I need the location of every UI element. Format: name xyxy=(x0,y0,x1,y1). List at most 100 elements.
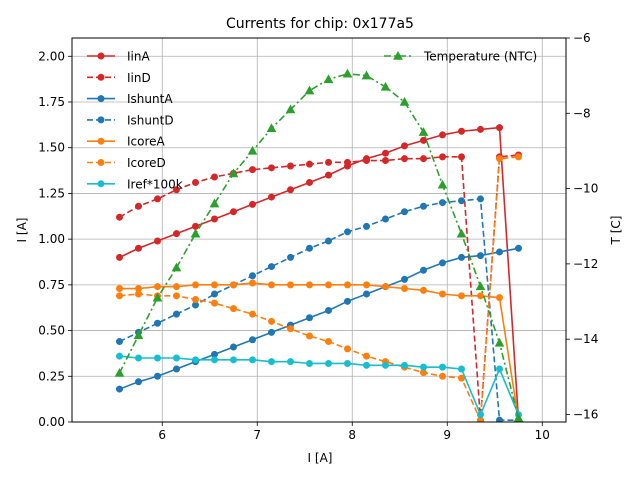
x-tick-label: 8 xyxy=(348,428,356,442)
y-tick-label: 1.25 xyxy=(38,186,65,200)
legend-marker xyxy=(393,50,403,60)
data-point xyxy=(154,283,161,291)
y2-axis-label: T [C] xyxy=(609,216,623,246)
data-point xyxy=(287,358,294,366)
legend-left: IinA IinD IshuntA IshuntD IcoreA IcoreD Iref*1… xyxy=(87,50,183,191)
data-point xyxy=(135,290,142,298)
legend-entry: IinA xyxy=(87,50,150,64)
data-point xyxy=(401,142,408,150)
data-point xyxy=(249,356,256,364)
data-point xyxy=(249,166,256,174)
data-point xyxy=(211,299,218,307)
data-point xyxy=(382,215,389,223)
data-point xyxy=(325,237,332,245)
data-point xyxy=(458,197,465,205)
data-point xyxy=(477,125,484,133)
y-tick-label: 0.25 xyxy=(38,369,65,383)
legend-marker xyxy=(97,52,105,60)
data-point xyxy=(173,365,180,373)
data-point xyxy=(306,359,313,367)
data-point xyxy=(230,305,237,313)
y2-tick-label: −12 xyxy=(573,257,598,271)
data-point xyxy=(249,279,256,287)
data-point xyxy=(249,310,256,318)
legend-label: Iref*100k xyxy=(127,177,183,191)
data-point xyxy=(477,195,484,203)
data-point xyxy=(116,352,123,360)
data-point xyxy=(494,337,505,347)
legend-entry: Iref*100k xyxy=(87,177,183,191)
data-point xyxy=(496,416,503,422)
series-icorea xyxy=(116,279,522,422)
data-point xyxy=(477,292,484,300)
data-point xyxy=(304,85,315,95)
data-point xyxy=(496,294,503,302)
data-point xyxy=(323,74,334,84)
legend-entry: IshuntD xyxy=(87,113,174,127)
series-ishunta xyxy=(116,244,522,393)
legend-entry: IcoreA xyxy=(87,135,166,149)
series-temperature-ntc- xyxy=(114,68,524,422)
series-iind xyxy=(116,151,522,422)
data-point xyxy=(287,253,294,261)
legend-marker xyxy=(97,116,105,124)
y-tick-label: 1.50 xyxy=(38,141,65,155)
data-point xyxy=(135,202,142,210)
data-point xyxy=(154,319,161,327)
legend-marker xyxy=(97,95,105,103)
legend-marker xyxy=(97,180,105,188)
data-point xyxy=(173,292,180,300)
data-point xyxy=(382,157,389,165)
data-point xyxy=(496,124,503,132)
data-point xyxy=(420,136,427,144)
series-line xyxy=(119,355,520,417)
data-point xyxy=(228,168,239,178)
data-point xyxy=(306,281,313,289)
y-tick-label: 1.75 xyxy=(38,95,65,109)
data-point xyxy=(306,244,313,252)
data-point xyxy=(116,213,123,221)
data-point xyxy=(116,253,123,261)
legend-label: IcoreA xyxy=(127,135,166,149)
data-point xyxy=(116,292,123,300)
data-point xyxy=(458,365,465,373)
data-point xyxy=(287,162,294,170)
data-point xyxy=(380,81,391,91)
data-point xyxy=(306,314,313,322)
data-point xyxy=(344,228,351,236)
x-tick-label: 9 xyxy=(443,428,451,442)
data-point xyxy=(399,96,410,106)
legend-label: IshuntA xyxy=(127,92,173,106)
data-point xyxy=(192,295,199,303)
data-point xyxy=(513,413,524,422)
data-point xyxy=(382,283,389,291)
data-point xyxy=(152,292,163,302)
series-group xyxy=(114,68,524,422)
data-point xyxy=(133,330,144,340)
data-point xyxy=(192,222,199,230)
data-point xyxy=(192,178,199,186)
legend-marker xyxy=(97,73,105,81)
data-point xyxy=(475,281,486,291)
data-point xyxy=(171,262,182,272)
data-point xyxy=(287,281,294,289)
data-point xyxy=(192,356,199,364)
data-point xyxy=(401,361,408,369)
x-axis-label: I [A] xyxy=(308,451,333,465)
series-iina xyxy=(116,124,522,422)
series-line xyxy=(119,247,519,390)
y2-tick-label: −16 xyxy=(573,407,598,421)
data-point xyxy=(114,368,125,377)
data-point xyxy=(496,365,503,373)
y-tick-label: 0.75 xyxy=(38,278,65,292)
legend-entry: IinD xyxy=(87,71,151,85)
data-point xyxy=(116,285,123,293)
data-point xyxy=(515,244,522,252)
data-point xyxy=(325,171,332,179)
plot-frame xyxy=(71,37,567,423)
data-point xyxy=(249,336,256,344)
data-point xyxy=(458,253,465,261)
data-point xyxy=(401,155,408,163)
data-point xyxy=(437,179,448,189)
data-point xyxy=(135,378,142,386)
